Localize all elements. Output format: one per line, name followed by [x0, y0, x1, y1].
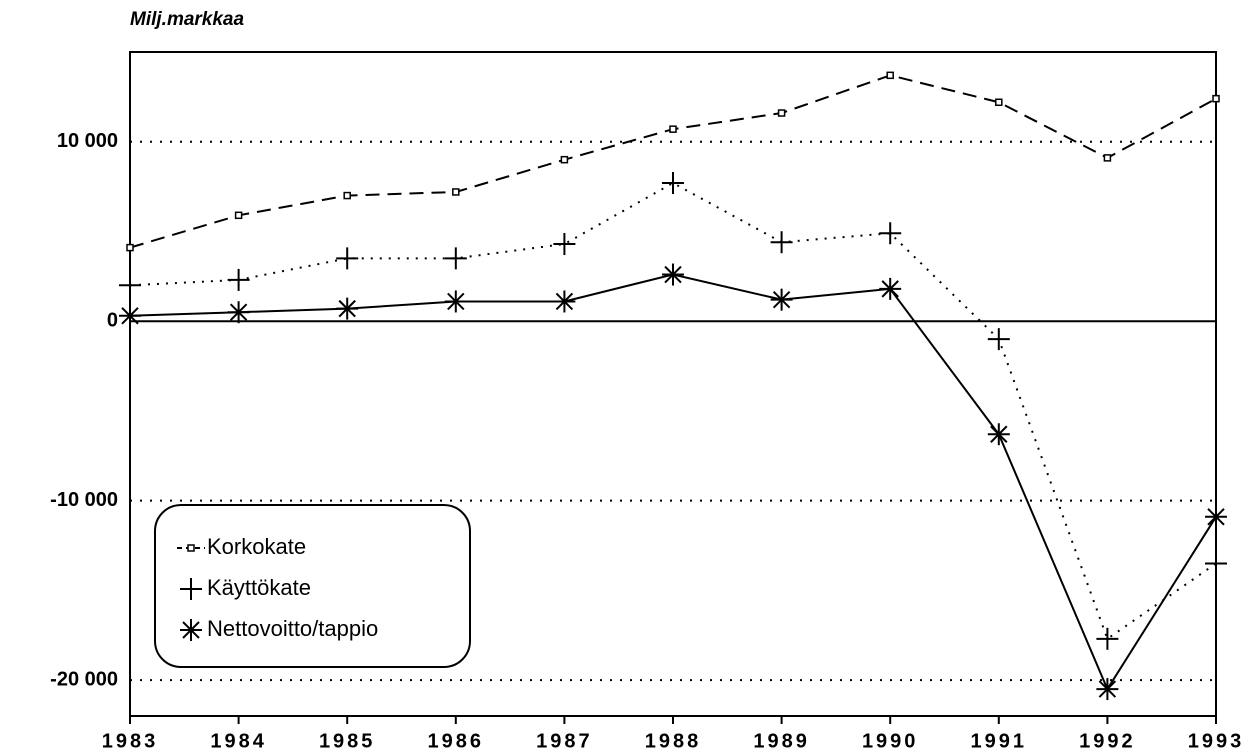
marker-square [777, 109, 786, 117]
point-marker [886, 71, 894, 80]
x-tick-label: 1983 [102, 730, 159, 752]
marker-square [669, 125, 677, 133]
point-marker [879, 277, 902, 300]
point-marker [669, 125, 677, 133]
point-marker [987, 423, 1010, 446]
point-marker [553, 233, 576, 256]
point-marker [770, 288, 793, 311]
x-tick-label: 1984 [210, 730, 267, 752]
x-tick-label: 1987 [536, 730, 593, 752]
point-marker [452, 188, 460, 196]
point-marker [336, 297, 359, 320]
legend-marker [180, 619, 202, 641]
legend-marker [180, 578, 202, 600]
marker-stroke [447, 292, 465, 311]
marker-square [1103, 154, 1112, 162]
point-marker [987, 328, 1010, 351]
marker-stroke [881, 280, 899, 298]
point-marker [662, 172, 684, 195]
marker-square [234, 211, 243, 220]
marker-stroke [182, 621, 200, 639]
point-marker [234, 211, 243, 220]
marker-stroke [664, 265, 682, 284]
legend-marker [187, 544, 195, 552]
marker-stroke [990, 425, 1008, 443]
point-marker [227, 268, 250, 291]
point-marker [119, 304, 141, 327]
marker-stroke [338, 299, 356, 318]
y-tick-label: 10 000 [57, 130, 118, 152]
series-line [129, 74, 1217, 249]
x-tick-label: 1992 [1079, 730, 1136, 752]
point-marker [560, 155, 569, 164]
marker-stroke [121, 307, 139, 325]
marker-square [995, 98, 1003, 106]
marker-stroke [772, 290, 791, 309]
legend-box [154, 504, 471, 668]
marker-square [452, 188, 460, 196]
y-tick-label: -20 000 [50, 668, 118, 690]
point-marker [1205, 552, 1227, 575]
legend-label: Käyttökate [207, 575, 311, 600]
marker-stroke [1207, 508, 1225, 526]
point-marker [879, 222, 902, 245]
x-tick-label: 1990 [862, 730, 919, 752]
x-tick-label: 1988 [645, 730, 702, 752]
point-marker [1212, 94, 1220, 103]
marker-square [187, 544, 195, 552]
point-marker [777, 109, 786, 117]
x-tick-label: 1989 [753, 730, 810, 752]
marker-square [1212, 94, 1220, 103]
marker-square [343, 191, 351, 200]
point-marker [336, 247, 359, 270]
marker-square [126, 243, 134, 252]
point-marker [227, 301, 250, 324]
y-tick-label: 0 [107, 309, 118, 331]
marker-square [560, 155, 569, 164]
point-marker [119, 274, 141, 297]
point-marker [1103, 154, 1112, 162]
y-tick-label: -10 000 [50, 489, 118, 511]
legend-label: Korkokate [207, 534, 306, 559]
point-marker [1096, 627, 1119, 650]
point-marker [662, 263, 684, 286]
x-tick-label: 1991 [971, 730, 1028, 752]
marker-stroke [229, 303, 248, 321]
x-tick-label: 1986 [428, 730, 485, 752]
point-marker [770, 231, 793, 254]
marker-stroke [1098, 680, 1117, 698]
marker-stroke [555, 292, 574, 311]
point-marker [1205, 505, 1227, 528]
point-marker [444, 247, 467, 270]
legend-label: Nettovoitto/tappio [207, 616, 378, 641]
x-tick-label: 1985 [319, 730, 376, 752]
point-marker [995, 98, 1003, 106]
marker-square [886, 71, 894, 80]
point-marker [553, 290, 576, 313]
x-tick-label: 1993 [1188, 730, 1245, 752]
chart-title: Milj.markkaa [130, 9, 244, 30]
point-marker [444, 290, 467, 313]
point-marker [126, 243, 134, 252]
point-marker [1096, 678, 1119, 701]
point-marker [343, 191, 351, 200]
